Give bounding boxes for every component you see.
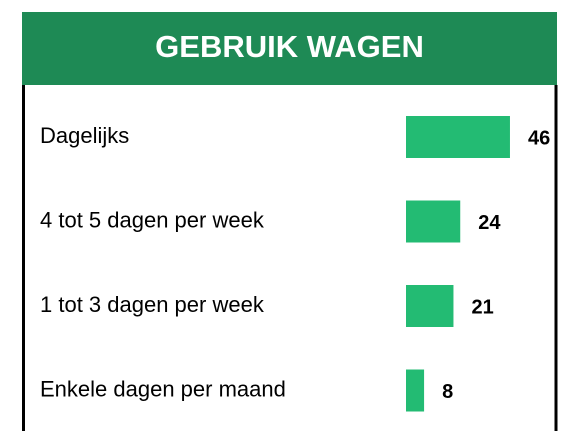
- category-label: Dagelijks: [40, 123, 129, 148]
- header-band: [22, 12, 557, 85]
- value-label: 8: [442, 381, 453, 403]
- bar: [406, 200, 461, 243]
- value-label: 46: [528, 127, 550, 149]
- value-label: 24: [478, 212, 501, 234]
- bar: [406, 285, 454, 327]
- value-label: 21: [471, 296, 493, 318]
- category-label: 1 tot 3 dagen per week: [40, 292, 265, 317]
- bar: [406, 116, 510, 158]
- bar: [406, 369, 425, 412]
- category-label: Enkele dagen per maand: [40, 376, 286, 401]
- category-label: 4 tot 5 dagen per week: [40, 207, 265, 232]
- chart-title: GEBRUIK WAGEN: [155, 29, 424, 64]
